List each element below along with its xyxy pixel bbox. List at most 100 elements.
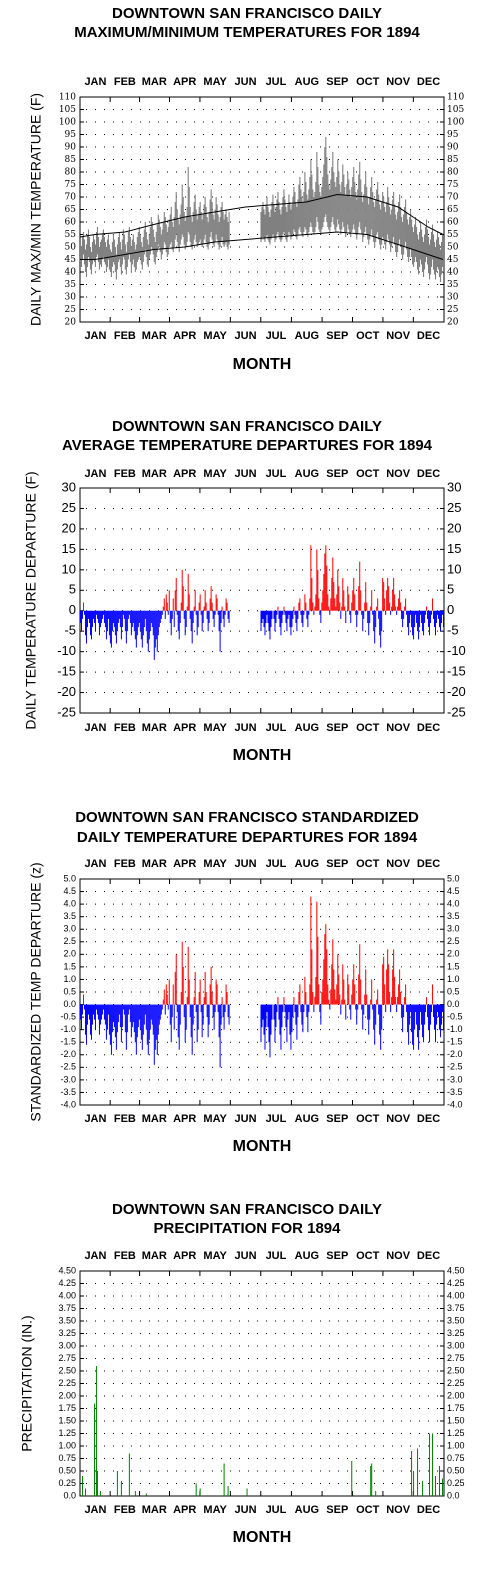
x-tick-label-top: APR bbox=[173, 858, 196, 870]
y-tick-label-right: 5 bbox=[447, 582, 454, 597]
y-tick-label: -2.5 bbox=[60, 1062, 76, 1072]
bar bbox=[116, 1004, 118, 1033]
bar bbox=[278, 610, 280, 619]
bar bbox=[113, 610, 115, 628]
bar bbox=[439, 610, 441, 628]
bar bbox=[294, 1004, 296, 1013]
bar bbox=[305, 992, 307, 1005]
bar bbox=[339, 602, 341, 611]
bar bbox=[375, 1491, 377, 1496]
bar bbox=[190, 1004, 192, 1038]
bar bbox=[378, 610, 380, 619]
y-tick-label-right: 90 bbox=[447, 143, 459, 153]
bar bbox=[216, 598, 218, 611]
bar bbox=[370, 1466, 372, 1496]
x-tick-label-top: FEB bbox=[114, 1250, 136, 1262]
bar bbox=[367, 1004, 369, 1020]
bar bbox=[352, 590, 354, 611]
bar bbox=[218, 1004, 220, 1038]
bar bbox=[180, 992, 182, 1005]
bar bbox=[226, 992, 228, 1005]
bar bbox=[175, 578, 177, 611]
bar bbox=[407, 1004, 409, 1033]
bar bbox=[360, 979, 362, 1005]
bar bbox=[439, 1466, 441, 1496]
x-tick-label: SEP bbox=[326, 1113, 348, 1125]
bar bbox=[274, 1004, 276, 1043]
bar bbox=[381, 610, 383, 632]
bar bbox=[174, 590, 176, 611]
bar bbox=[350, 1004, 352, 1020]
bar bbox=[332, 557, 334, 611]
bar bbox=[88, 610, 90, 623]
bar bbox=[327, 984, 329, 1005]
bar bbox=[340, 1004, 342, 1015]
bar bbox=[186, 997, 188, 1005]
bar bbox=[356, 610, 358, 628]
y-tick-label: 0.5 bbox=[63, 986, 76, 996]
bar bbox=[209, 598, 211, 611]
plot-frame bbox=[79, 487, 445, 714]
bar bbox=[410, 610, 412, 615]
bar bbox=[212, 610, 214, 619]
bar bbox=[423, 610, 425, 636]
bar bbox=[344, 606, 346, 611]
x-tick-label-top: SEP bbox=[326, 468, 348, 480]
bar bbox=[81, 1004, 83, 1015]
bar bbox=[170, 610, 172, 636]
bar bbox=[213, 610, 215, 628]
bar bbox=[440, 1004, 442, 1038]
bar bbox=[375, 1004, 377, 1025]
bar bbox=[307, 610, 309, 628]
y-tick-label: 35 bbox=[65, 280, 77, 290]
bar bbox=[187, 946, 189, 1005]
x-tick-label-top: NOV bbox=[386, 468, 411, 480]
x-tick-label: AUG bbox=[295, 330, 319, 342]
bar bbox=[84, 1004, 86, 1035]
bar bbox=[312, 602, 314, 611]
bar bbox=[402, 610, 404, 628]
bar bbox=[217, 1004, 219, 1013]
y-tick-label-right: 3.5 bbox=[447, 911, 460, 921]
bar bbox=[284, 610, 286, 615]
bar bbox=[108, 610, 110, 636]
bar bbox=[150, 1004, 152, 1020]
x-tick-label: NOV bbox=[386, 1504, 411, 1516]
bar bbox=[301, 610, 303, 623]
bar bbox=[98, 1004, 100, 1035]
bar bbox=[262, 610, 264, 619]
y-tick-label: 5 bbox=[69, 582, 76, 597]
bar bbox=[95, 610, 97, 615]
y-tick-label-right: 3.0 bbox=[447, 924, 460, 934]
bar bbox=[123, 610, 125, 619]
bar bbox=[164, 610, 166, 619]
bar bbox=[292, 610, 294, 619]
bar bbox=[86, 610, 88, 628]
bar bbox=[431, 610, 433, 615]
bar bbox=[412, 610, 414, 636]
bar bbox=[92, 1004, 94, 1015]
bar bbox=[129, 610, 131, 623]
y-tick-label: 2.0 bbox=[63, 949, 76, 959]
x-tick-label-top: NOV bbox=[386, 858, 411, 870]
y-tick-label: 1.00 bbox=[58, 1440, 76, 1450]
bar bbox=[330, 989, 332, 1005]
bar bbox=[81, 1476, 83, 1496]
y-tick-label-right: 105 bbox=[447, 105, 464, 115]
bar bbox=[309, 984, 311, 1005]
bar bbox=[100, 610, 102, 623]
bar bbox=[391, 997, 393, 1005]
bar bbox=[384, 598, 386, 611]
bar bbox=[426, 606, 428, 611]
bar bbox=[359, 561, 361, 611]
bar bbox=[386, 969, 388, 1005]
bar bbox=[278, 1004, 280, 1020]
bar bbox=[219, 1004, 221, 1068]
bar bbox=[376, 999, 378, 1005]
y-tick-label: 0.50 bbox=[58, 1465, 76, 1475]
bar bbox=[124, 1004, 126, 1033]
y-tick-label-right: 2.0 bbox=[447, 949, 460, 959]
bar bbox=[147, 1004, 149, 1055]
bar bbox=[340, 610, 342, 619]
